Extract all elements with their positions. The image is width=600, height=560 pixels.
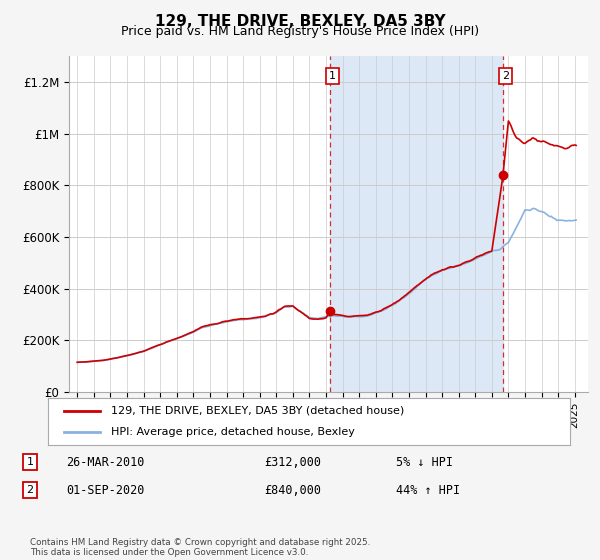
Text: 2: 2	[26, 485, 34, 495]
Text: £840,000: £840,000	[264, 483, 321, 497]
Text: 1: 1	[329, 71, 336, 81]
Text: 01-SEP-2020: 01-SEP-2020	[66, 483, 145, 497]
Text: HPI: Average price, detached house, Bexley: HPI: Average price, detached house, Bexl…	[110, 427, 355, 437]
Text: 26-MAR-2010: 26-MAR-2010	[66, 455, 145, 469]
Text: Price paid vs. HM Land Registry's House Price Index (HPI): Price paid vs. HM Land Registry's House …	[121, 25, 479, 38]
Bar	[330, 56, 503, 392]
Text: 5% ↓ HPI: 5% ↓ HPI	[396, 455, 453, 469]
Text: 44% ↑ HPI: 44% ↑ HPI	[396, 483, 460, 497]
Text: Contains HM Land Registry data © Crown copyright and database right 2025.
This d: Contains HM Land Registry data © Crown c…	[30, 538, 370, 557]
Text: 129, THE DRIVE, BEXLEY, DA5 3BY (detached house): 129, THE DRIVE, BEXLEY, DA5 3BY (detache…	[110, 406, 404, 416]
Text: £312,000: £312,000	[264, 455, 321, 469]
Text: 2: 2	[502, 71, 509, 81]
Text: 129, THE DRIVE, BEXLEY, DA5 3BY: 129, THE DRIVE, BEXLEY, DA5 3BY	[155, 14, 445, 29]
Text: 1: 1	[26, 457, 34, 467]
